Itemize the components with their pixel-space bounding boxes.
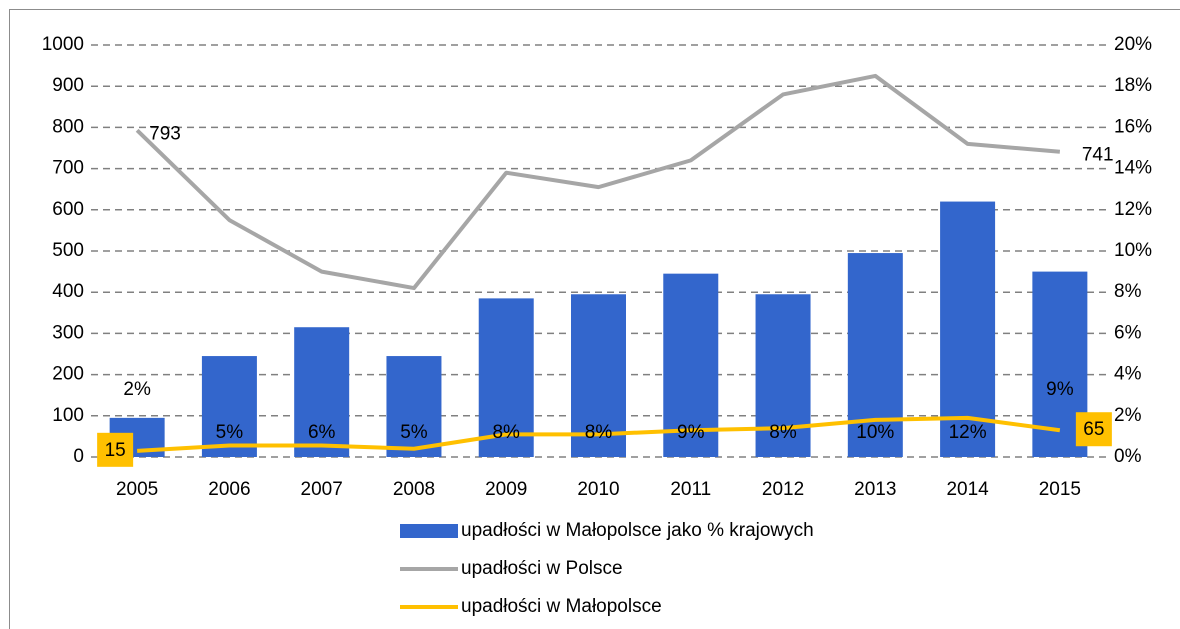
bar xyxy=(294,327,350,457)
y-tick-label: 1000 xyxy=(42,34,84,55)
x-tick-label: 2009 xyxy=(485,479,527,500)
y2-tick-label: 0% xyxy=(1114,446,1142,467)
y-tick-label: 100 xyxy=(52,405,84,426)
y2-tick-label: 8% xyxy=(1114,281,1142,302)
x-tick-label: 2011 xyxy=(670,479,711,500)
bar xyxy=(201,356,257,457)
y-tick-label: 800 xyxy=(52,116,84,137)
y2-tick-label: 12% xyxy=(1114,199,1152,220)
legend-swatch xyxy=(400,524,458,538)
y-tick-label: 500 xyxy=(52,240,84,261)
data-label: 741 xyxy=(1082,145,1114,166)
y2-tick-label: 6% xyxy=(1114,322,1142,343)
legend-label: upadłości w Małopolsce jako % krajowych xyxy=(461,520,814,541)
bar xyxy=(940,201,996,457)
y2-tick-label: 16% xyxy=(1114,116,1152,137)
legend-label: upadłości w Polsce xyxy=(461,558,623,579)
y2-tick-label: 4% xyxy=(1114,364,1142,385)
x-tick-label: 2007 xyxy=(301,479,343,500)
x-tick-label: 2010 xyxy=(577,479,619,500)
data-label: 9% xyxy=(677,422,705,443)
bar xyxy=(386,356,442,457)
data-label: 8% xyxy=(492,422,520,443)
y-tick-label: 900 xyxy=(52,75,84,96)
x-tick-label: 2006 xyxy=(208,479,250,500)
x-tick-label: 2014 xyxy=(946,479,989,500)
legend-label: upadłości w Małopolsce xyxy=(461,596,662,617)
y2-tick-label: 18% xyxy=(1114,75,1152,96)
x-tick-label: 2015 xyxy=(1039,479,1081,500)
data-label: 9% xyxy=(1046,379,1074,400)
y-tick-label: 600 xyxy=(52,199,84,220)
line xyxy=(137,415,1061,453)
y2-tick-label: 14% xyxy=(1114,158,1152,179)
data-label-box xyxy=(97,432,134,467)
data-label: 5% xyxy=(216,422,244,443)
y-tick-label: 0 xyxy=(73,446,84,467)
chart-border xyxy=(9,9,1180,629)
y2-tick-label: 10% xyxy=(1114,240,1152,261)
y-tick-label: 400 xyxy=(52,281,84,302)
data-label: 8% xyxy=(769,422,797,443)
line xyxy=(135,73,1061,291)
data-label: 6% xyxy=(308,422,336,443)
y-tick-label: 300 xyxy=(52,322,84,343)
data-label-box xyxy=(1075,412,1112,447)
data-label: 2% xyxy=(123,379,151,400)
data-label: 8% xyxy=(585,422,613,443)
data-label: 12% xyxy=(949,422,987,443)
x-tick-label: 2012 xyxy=(762,479,804,500)
data-label: 793 xyxy=(149,123,181,144)
y-tick-label: 700 xyxy=(52,158,84,179)
bar xyxy=(478,298,534,457)
y-tick-label: 200 xyxy=(52,364,84,385)
x-tick-label: 2008 xyxy=(393,479,435,500)
x-tick-label: 2013 xyxy=(854,479,896,500)
y2-tick-label: 2% xyxy=(1114,405,1142,426)
data-label: 5% xyxy=(400,422,428,443)
data-label: 10% xyxy=(856,422,894,443)
bar xyxy=(663,273,719,457)
y2-tick-label: 20% xyxy=(1114,34,1152,55)
x-tick-label: 2005 xyxy=(116,479,158,500)
data-label: 15 xyxy=(105,440,126,461)
bar xyxy=(571,294,626,457)
data-label: 65 xyxy=(1083,419,1104,440)
